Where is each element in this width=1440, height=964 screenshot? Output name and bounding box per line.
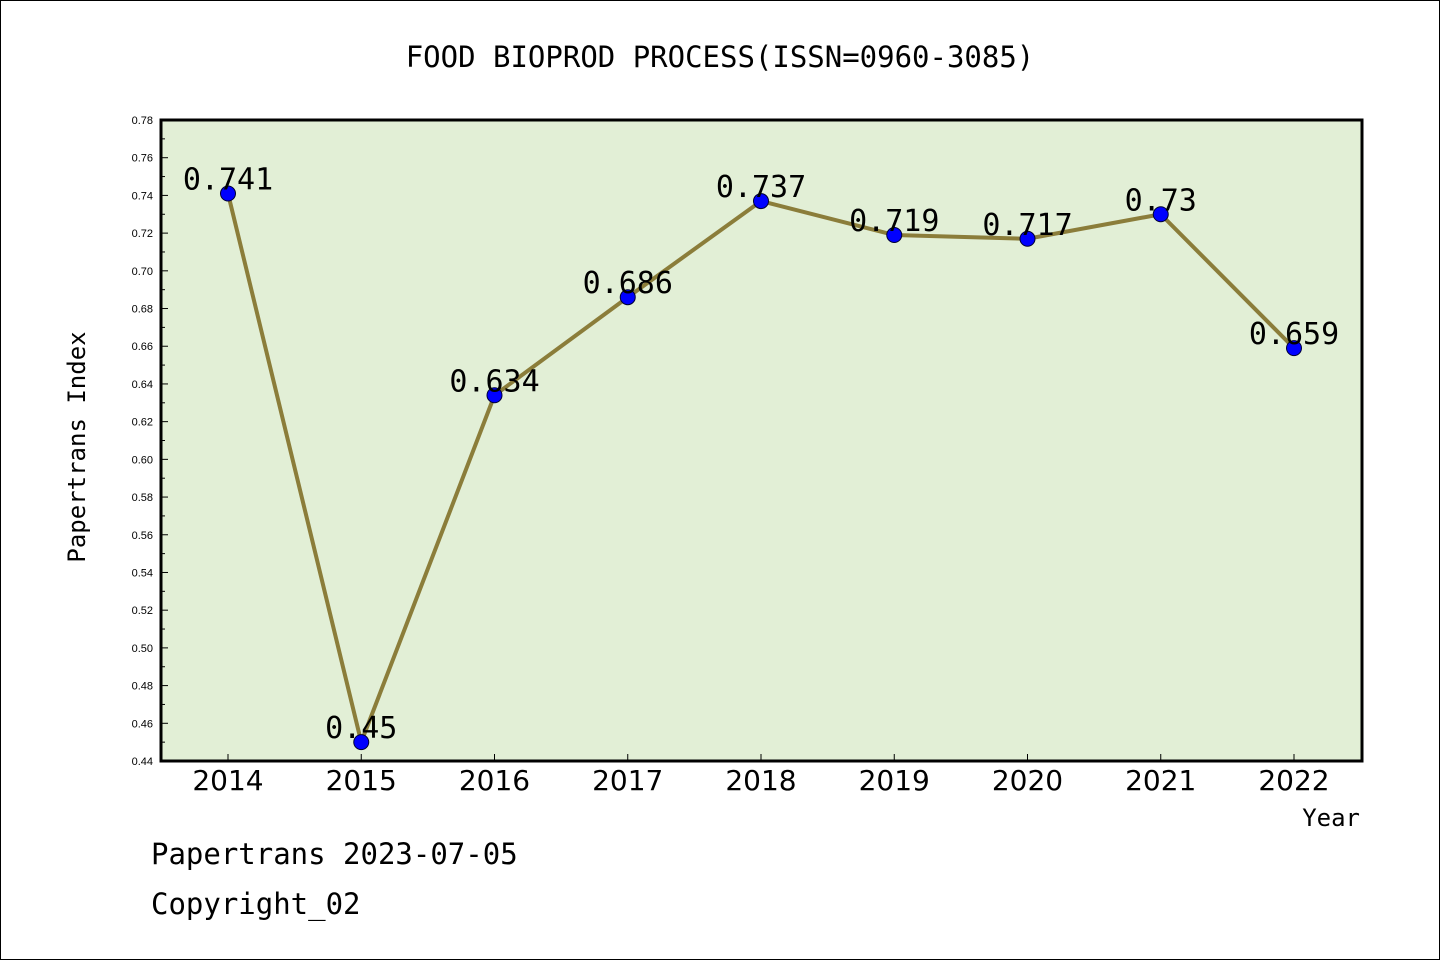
y-tick-label: 0.50 (132, 643, 153, 655)
y-tick-label: 0.66 (132, 341, 153, 353)
data-label: 0.737 (716, 170, 806, 205)
data-point (486, 387, 503, 404)
data-label: 0.659 (1249, 317, 1339, 352)
y-tick-label: 0.52 (132, 605, 153, 617)
x-axis: 2014 2015 2016 2017 2018 2019 2020 2021 2022 (192, 754, 1330, 797)
footer-date: Papertrans 2023-07-05 (151, 837, 518, 871)
data-point (1286, 340, 1302, 357)
y-tick-label: 0.44 (132, 756, 153, 768)
y-axis: 0.44 0.46 0.48 0.50 0.52 0.54 0.56 0.58 0.60 0.62… (132, 115, 168, 768)
data-point (1019, 230, 1036, 247)
x-tick-label: 2015 (326, 764, 397, 797)
x-tick-label: 2019 (859, 764, 930, 797)
data-label: 0.741 (183, 163, 273, 198)
data-point (220, 185, 236, 202)
plot-area (159, 118, 1364, 763)
y-tick-label: 0.64 (132, 379, 153, 391)
data-labels: 0.741 0.45 0.634 0.686 0.737 0.719 0.717 0.73 0.… (183, 163, 1339, 747)
x-tick-label: 2022 (1258, 764, 1329, 797)
y-tick-label: 0.46 (132, 718, 153, 730)
data-point (753, 193, 769, 210)
data-label: 0.717 (982, 208, 1072, 243)
x-tick-label: 2017 (592, 764, 663, 797)
y-tick-label: 0.54 (132, 567, 153, 579)
y-tick-label: 0.72 (132, 228, 153, 240)
data-point (619, 289, 636, 306)
x-tick-label: 2020 (992, 764, 1063, 797)
y-tick-label: 0.56 (132, 530, 153, 542)
y-tick-label: 0.70 (132, 266, 153, 278)
data-point (1152, 206, 1169, 223)
y-tick-label: 0.76 (132, 153, 153, 165)
data-label: 0.73 (1125, 183, 1197, 218)
y-axis-label: Papertrans Index (63, 331, 91, 562)
x-tick-label: 2018 (725, 764, 796, 797)
chart-title: FOOD BIOPROD PROCESS(ISSN=0960-3085) (406, 40, 1035, 74)
data-point (886, 227, 903, 244)
y-tick-label: 0.48 (132, 681, 153, 693)
data-label: 0.45 (325, 711, 397, 746)
y-tick-label: 0.78 (132, 115, 153, 127)
y-tick-label: 0.74 (132, 190, 153, 202)
x-tick-label: 2014 (192, 764, 263, 797)
y-tick-label: 0.62 (132, 417, 153, 429)
data-label: 0.719 (849, 204, 939, 239)
footer-copyright: Copyright_02 (151, 887, 361, 922)
data-point (353, 734, 370, 751)
y-tick-label: 0.68 (132, 304, 153, 316)
x-axis-label: Year (1302, 804, 1360, 832)
x-tick-label: 2021 (1125, 764, 1196, 797)
y-tick-label: 0.58 (132, 492, 153, 504)
data-label: 0.686 (583, 266, 673, 301)
data-label: 0.634 (449, 364, 539, 399)
y-tick-label: 0.60 (132, 454, 153, 466)
series-layer (220, 185, 1302, 751)
x-tick-label: 2016 (459, 764, 530, 797)
